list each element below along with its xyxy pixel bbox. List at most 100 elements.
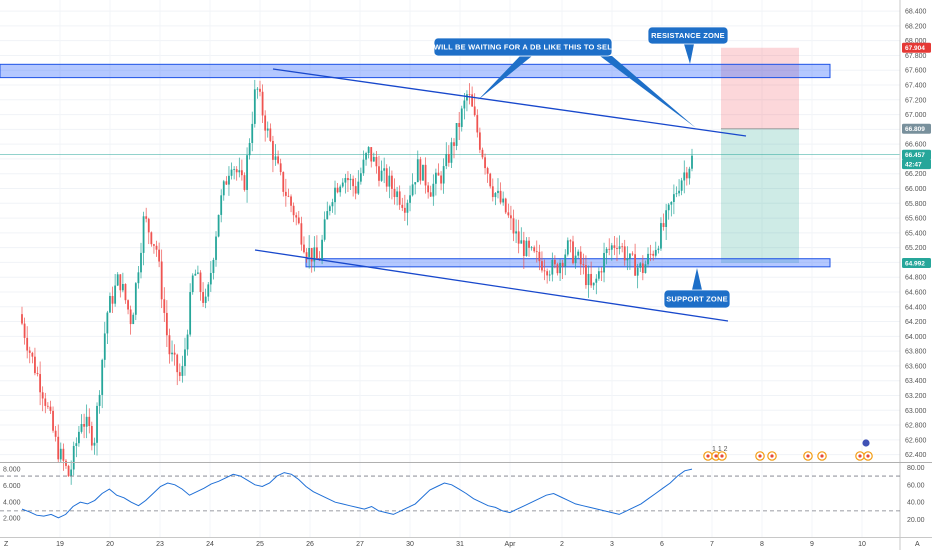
trendlines[interactable] (254, 68, 747, 322)
candle (427, 182, 430, 199)
candle-body (427, 185, 430, 193)
candle (434, 168, 437, 196)
candle (429, 185, 432, 197)
candle-body (634, 254, 636, 276)
price-tick-label: 63.600 (905, 363, 927, 370)
candle-body (409, 195, 411, 203)
candle-body (147, 218, 150, 233)
candle-body (463, 100, 466, 109)
candle (629, 253, 631, 270)
candle-body (626, 258, 629, 261)
candle (548, 270, 551, 282)
candle (282, 171, 285, 197)
candle-body (90, 426, 93, 446)
candle-body (494, 193, 497, 198)
candle (538, 244, 541, 271)
candle (515, 219, 517, 244)
candle-body (106, 312, 109, 334)
candle (225, 176, 228, 185)
candle-body (228, 175, 230, 185)
candle (616, 237, 618, 262)
price-tag-bg (902, 159, 931, 170)
support-zone-rect (305, 258, 831, 268)
candle-body (691, 155, 693, 169)
candle-body (119, 274, 122, 291)
candle (354, 177, 357, 200)
candle-body (667, 204, 670, 211)
candle-body (184, 349, 186, 367)
candle-body (535, 251, 538, 253)
candle (476, 109, 479, 138)
candle-body (93, 442, 96, 446)
candle (248, 138, 251, 160)
candle (414, 181, 417, 195)
candle (631, 251, 634, 256)
candle-body (605, 248, 608, 253)
candle (220, 189, 223, 223)
candle-body (631, 253, 634, 255)
candle (194, 269, 197, 276)
candle-body (445, 154, 448, 167)
candle (295, 212, 298, 226)
candle (75, 437, 78, 458)
candle (88, 408, 91, 434)
candle-body (23, 323, 26, 338)
candle (610, 242, 613, 261)
candle-body (150, 232, 153, 245)
candle (235, 166, 238, 181)
candle (158, 242, 161, 268)
price-axis-panel (900, 0, 932, 550)
event-marker-dot (820, 454, 824, 458)
event-markers[interactable]: 1 1 2 (703, 438, 873, 461)
candle-body (437, 172, 440, 176)
candle-body (491, 186, 494, 198)
candle-body (225, 181, 228, 185)
candle (266, 121, 269, 138)
candle-body (458, 123, 461, 127)
rsi-right-tick: 20.00 (907, 517, 925, 524)
candle (251, 111, 254, 152)
candle (230, 162, 233, 180)
candle-body (274, 156, 277, 160)
candle (189, 283, 192, 337)
candle (522, 231, 525, 269)
candle-body (21, 314, 23, 324)
candle (406, 199, 409, 226)
candle-body (284, 191, 287, 196)
candle-body (256, 88, 259, 90)
candle (72, 441, 75, 476)
annotations[interactable]: I WILL BE WAITING FOR A DB LIKE THIS TO … (0, 0, 731, 309)
candle-body (556, 264, 559, 274)
price-tick-label: 66.600 (905, 142, 927, 149)
candle (636, 263, 639, 289)
candle (442, 158, 445, 194)
position-tool[interactable] (0, 47, 900, 264)
candle (445, 142, 448, 170)
candle-body (253, 89, 256, 124)
candle (67, 464, 70, 477)
candle (207, 282, 210, 302)
candle-body (636, 267, 639, 276)
candle-body (54, 430, 57, 437)
candle (398, 185, 401, 210)
candle (512, 209, 515, 242)
candle (667, 203, 670, 220)
candle (440, 171, 442, 191)
candle-body (347, 178, 349, 181)
candle (347, 171, 349, 192)
candle (654, 241, 657, 258)
candle-body (675, 193, 678, 195)
candle-body (349, 178, 352, 181)
time-axis[interactable]: 19 20 23 24 25 26 27 30 31 Apr 2 3 6 7 8 9 10Z A (4, 541, 920, 548)
main-pane-background (0, 0, 900, 462)
candle (466, 90, 468, 112)
event-marker-upper (861, 438, 871, 448)
candle-body (388, 175, 391, 187)
candle (308, 235, 311, 269)
rsi-pane-background (0, 463, 900, 537)
candle-body (391, 175, 393, 189)
candle-body (543, 270, 546, 272)
